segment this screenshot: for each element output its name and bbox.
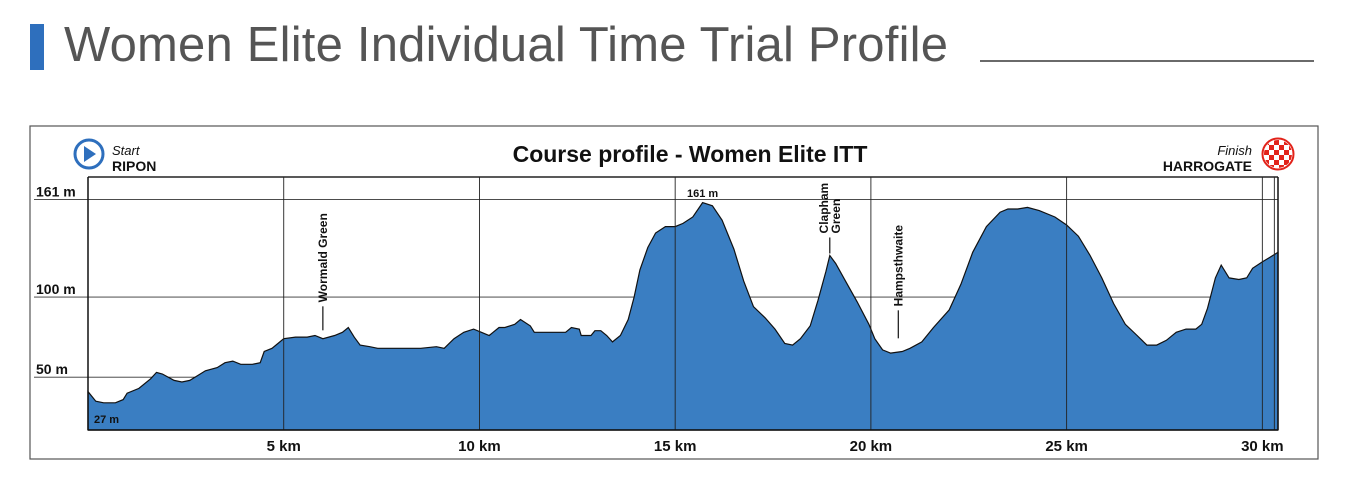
finish-place: HARROGATE [1163, 158, 1252, 174]
finish-flag-check [1264, 150, 1269, 155]
finish-label: Finish [1217, 143, 1252, 158]
page-title: Women Elite Individual Time Trial Profil… [64, 18, 949, 72]
x-tick-label: 10 km [458, 438, 501, 455]
annotation-label: Green [829, 199, 843, 234]
y-tick-label: 100 m [36, 281, 76, 297]
elevation-profile-area [87, 201, 1279, 431]
finish-flag-check [1274, 160, 1279, 165]
y-tick-labels: 50 m 100 m 161 m [36, 183, 76, 377]
title-accent-bar [30, 24, 44, 70]
peak-label: 161 m [687, 188, 718, 200]
grid-vertical-overlay [283, 177, 1275, 430]
finish-flag-check [1284, 150, 1289, 155]
x-tick-label: 20 km [850, 438, 893, 455]
min-elevation-label: 27 m [94, 414, 119, 426]
title-underline [980, 60, 1314, 62]
finish-flag-check [1274, 150, 1279, 155]
annotation-label: Clapham [817, 183, 831, 234]
page-header: Women Elite Individual Time Trial Profil… [30, 14, 1330, 74]
x-tick-label: 15 km [654, 438, 697, 455]
start-place: RIPON [112, 158, 156, 174]
x-tick-labels: 5 km 10 km 15 km 20 km 25 km 30 km [267, 438, 1284, 455]
finish-flag-check [1284, 160, 1289, 165]
chart-title: Course profile - Women Elite ITT [513, 141, 868, 167]
x-tick-label: 30 km [1241, 438, 1284, 455]
finish-flag-check [1279, 155, 1284, 160]
finish-flag-check [1269, 145, 1274, 150]
annotation-label: Wormald Green [316, 213, 330, 302]
finish-flag-check [1269, 155, 1274, 160]
finish-flag-check [1274, 140, 1279, 145]
y-tick-label: 50 m [36, 361, 68, 377]
finish-flag-check [1289, 155, 1292, 160]
x-tick-label: 5 km [267, 438, 301, 455]
start-icon [73, 138, 105, 170]
annotation-label: Hampsthwaite [891, 225, 905, 307]
y-tick-label: 161 m [36, 183, 76, 199]
start-label: Start [112, 143, 141, 158]
x-tick-label: 25 km [1045, 438, 1088, 455]
finish-flag-icon [1261, 137, 1295, 171]
finish-flag-check [1279, 165, 1284, 168]
finish-flag-check [1279, 145, 1284, 150]
